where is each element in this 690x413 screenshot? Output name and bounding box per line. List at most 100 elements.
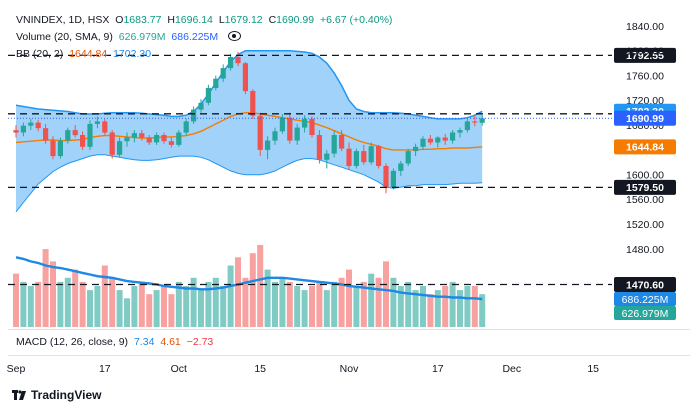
candle-body [161,135,167,142]
volume-bar [279,277,286,327]
legend-high: 1696.14 [174,14,213,26]
tradingview-logo[interactable]: TradingView [12,388,101,402]
volume-bar [94,286,101,327]
volume-bar [79,281,86,327]
volume-bar [227,265,234,327]
brand-name: TradingView [31,388,102,402]
volume-bar [442,286,449,327]
volume-bar [212,277,219,327]
candle-body [390,170,396,187]
volume-bar [153,290,160,327]
volume-bar [35,281,42,327]
legend-symbol: VNINDEX, 1D, HSX [16,14,110,26]
candle-body [124,137,130,142]
time-axis[interactable]: Sep 17 Oct 15 Nov 17 Dec 15 [7,363,600,375]
candle-body [13,130,19,133]
candle-body [442,137,448,141]
x-tick-label: Sep [7,363,26,375]
candle-body [72,130,78,136]
volume-bar [20,281,27,327]
x-tick-label: 17 [99,363,111,375]
candle-body [339,135,345,149]
volume-bar [161,286,167,327]
level-tag-label: 1470.60 [626,279,664,291]
legend-bb-label: BB (20, 2) [16,48,64,60]
candle-body [168,141,174,145]
bb-lower-line [15,154,483,213]
bb-band-fill [16,50,483,212]
legend-macd-hist: −2.73 [186,336,214,348]
candle-body [102,121,108,133]
candle-body [50,140,56,157]
volume-bar [242,277,249,327]
legend-volume[interactable]: Volume (20, SMA, 9) 626.979M 686.225M [16,31,244,44]
candle-body [80,135,86,147]
volume-bar [146,294,153,327]
legend-macd-value: 7.34 [133,336,155,348]
candle-body [228,57,234,69]
price-axis[interactable]: 1840.001800.001760.001720.001680.001640.… [614,21,676,320]
candle-body [353,151,359,166]
legend-volume-label: Volume (20, SMA, 9) [16,31,113,43]
volume-bar [353,286,360,327]
candle-body [176,132,182,145]
price-tag-bg [614,110,676,126]
candle-body [235,57,241,64]
volume-bar [479,294,486,327]
legend-bb[interactable]: BB (20, 2) 1644.84 1702.30 [16,48,154,61]
candle-body [20,125,26,133]
candle-body [131,133,137,138]
volume-bar [116,290,123,327]
volume-bar [138,281,145,327]
volume-bar [375,277,382,327]
volume-bar [220,286,227,327]
legend-volume-value: 626.979M [118,31,166,43]
legend-open: 1683.77 [123,14,162,26]
candle-body [272,131,278,141]
candle-body [213,78,219,88]
candle-body [154,135,160,143]
volume-bar [294,286,301,327]
volume-bar [235,257,241,327]
bb-basis-line [15,112,483,151]
visibility-eye-icon[interactable] [228,31,242,42]
legend-open-label: O [115,14,124,26]
volume-bar [64,277,71,327]
legend-close: 1690.99 [276,14,315,26]
legend-bb-upper: 1702.30 [113,48,152,60]
volume-bar [412,290,419,327]
volume-bar [13,273,19,327]
tradingview-logo-icon [12,390,26,400]
candle-body [287,117,293,141]
candle-body [324,153,330,160]
candle-body [479,118,485,123]
volume-bar [249,253,256,327]
legend-main[interactable]: VNINDEX, 1D, HSX O1683.77 H1696.14 L1679… [16,14,395,27]
candle-body [265,140,271,150]
volume-bar [101,265,108,327]
x-tick-label: 15 [587,363,599,375]
legend-macd[interactable]: MACD (12, 26, close, 9) 7.34 4.61 −2.73 [16,336,216,349]
legend-low-label: L [218,14,225,26]
candles[interactable] [13,52,485,194]
candle-body [250,91,256,116]
volume-bar [338,277,345,327]
candle-body [139,133,145,138]
volume-bar [109,277,116,327]
candle-body [368,146,374,163]
volume-tag-label: 686.225M [622,294,669,306]
candle-body [198,102,204,110]
level-tag-label: 1792.55 [626,50,664,62]
level-tag-label: 1579.50 [626,182,664,194]
candle-body [361,151,367,163]
volume-bar [360,281,367,327]
volume-bar [449,281,456,327]
legend-macd-label: MACD (12, 26, close, 9) [16,336,129,348]
volume-bar [464,286,471,327]
candle-body [383,166,389,188]
volume-bar [257,245,264,327]
candle-body [87,123,93,147]
candle-body [220,68,226,79]
